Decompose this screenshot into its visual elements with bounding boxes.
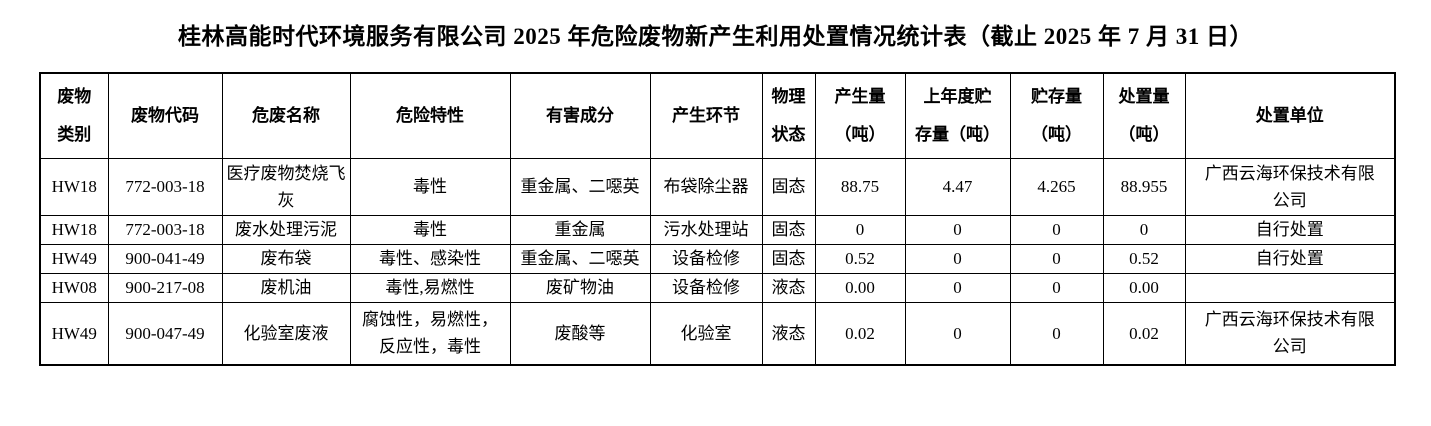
table-cell-storage: 0	[1009, 301, 1104, 366]
table-cell-name: 医疗废物焚烧飞灰	[221, 157, 351, 216]
table-header-row: 废物 类别 废物代码 危废名称 危险特性 有害成分 产生环节	[39, 72, 1396, 159]
table-cell-code: 900-217-08	[107, 272, 223, 303]
table-cell-name: 废布袋	[221, 243, 351, 274]
table-cell-generated: 88.75	[814, 157, 906, 216]
table-cell-state: 液态	[761, 301, 816, 366]
table-cell-prev-storage: 0	[904, 272, 1011, 303]
header-line: （吨）	[834, 124, 886, 144]
table-row: HW08 900-217-08 废机油 毒性,易燃性 废矿物油 设备检修 液态 …	[39, 272, 1396, 303]
table-cell-component: 重金属	[509, 214, 651, 245]
table-cell-name: 化验室废液	[221, 301, 351, 366]
header-line: 有害成分	[546, 105, 614, 125]
table-cell-storage: 0	[1009, 243, 1104, 274]
table-cell-category: HW18	[39, 214, 109, 245]
header-line: 上年度贮	[923, 86, 992, 106]
table-cell-stage: 设备检修	[649, 243, 763, 274]
table-row: HW49 900-041-49 废布袋 毒性、感染性 重金属、二噁英 设备检修 …	[39, 243, 1396, 274]
table-cell-prev-storage: 0	[904, 214, 1011, 245]
table-cell-generated: 0.02	[814, 301, 906, 366]
header-line: 危险特性	[396, 105, 464, 125]
col-header-generated-amount: 产生量 （吨）	[814, 72, 906, 159]
col-header-storage-amount: 贮存量 （吨）	[1009, 72, 1104, 159]
table-cell-disposed: 0.52	[1102, 243, 1186, 274]
table-cell-storage: 0	[1009, 214, 1104, 245]
table-cell-state: 固态	[761, 243, 816, 274]
col-header-generation-stage: 产生环节	[649, 72, 763, 159]
table-cell-disposal-unit: 广西云海环保技术有限公司	[1184, 157, 1396, 216]
table-cell-component: 废酸等	[509, 301, 651, 366]
col-header-harmful-component: 有害成分	[509, 72, 651, 159]
table-cell-hazard: 腐蚀性，易燃性，反应性，毒性	[349, 301, 511, 366]
col-header-waste-code: 废物代码	[107, 72, 223, 159]
table-cell-generated: 0.52	[814, 243, 906, 274]
col-header-previous-year-storage: 上年度贮 存量（吨）	[904, 72, 1011, 159]
header-line: （吨）	[1031, 124, 1082, 144]
table-cell-code: 772-003-18	[107, 157, 223, 216]
page-title: 桂林高能时代环境服务有限公司 2025 年危险废物新产生利用处置情况统计表（截止…	[178, 24, 1253, 49]
table-cell-component: 重金属、二噁英	[509, 243, 651, 274]
table-cell-prev-storage: 4.47	[904, 157, 1011, 216]
table-cell-generated: 0.00	[814, 272, 906, 303]
table-row: HW49 900-047-49 化验室废液 腐蚀性，易燃性，反应性，毒性 废酸等…	[39, 301, 1396, 366]
col-header-disposal-amount: 处置量 （吨）	[1102, 72, 1186, 159]
table-cell-disposal-unit: 自行处置	[1184, 243, 1396, 274]
header-line: 产生量	[834, 86, 886, 106]
header-line: 危废名称	[252, 105, 320, 125]
table-cell-stage: 布袋除尘器	[649, 157, 763, 216]
table-cell-state: 液态	[761, 272, 816, 303]
table-cell-stage: 设备检修	[649, 272, 763, 303]
table-cell-disposal-unit: 广西云海环保技术有限公司	[1184, 301, 1396, 366]
col-header-disposal-unit: 处置单位	[1184, 72, 1396, 159]
table-cell-code: 772-003-18	[107, 214, 223, 245]
table-row: HW18 772-003-18 医疗废物焚烧飞灰 毒性 重金属、二噁英 布袋除尘…	[39, 157, 1396, 216]
table-cell-stage: 化验室	[649, 301, 763, 366]
col-header-hazard-property: 危险特性	[349, 72, 511, 159]
col-header-waste-category: 废物 类别	[39, 72, 109, 159]
col-header-waste-name: 危废名称	[221, 72, 351, 159]
waste-statistics-table: 废物 类别 废物代码 危废名称 危险特性 有害成分 产生环节	[39, 72, 1396, 366]
table-cell-disposed: 0.02	[1102, 301, 1186, 366]
table-cell-name: 废水处理污泥	[221, 214, 351, 245]
table-cell-component: 废矿物油	[509, 272, 651, 303]
table-cell-stage: 污水处理站	[649, 214, 763, 245]
col-header-physical-state: 物理 状态	[761, 72, 816, 159]
table-cell-disposal-unit	[1184, 272, 1396, 303]
header-line: 贮存量	[1031, 86, 1082, 106]
table-row: HW18 772-003-18 废水处理污泥 毒性 重金属 污水处理站 固态 0…	[39, 214, 1396, 245]
table-cell-component: 重金属、二噁英	[509, 157, 651, 216]
table-cell-disposed: 0	[1102, 214, 1186, 245]
header-line: 废物代码	[131, 105, 199, 125]
table-cell-code: 900-047-49	[107, 301, 223, 366]
table-cell-prev-storage: 0	[904, 301, 1011, 366]
table-cell-state: 固态	[761, 157, 816, 216]
table-cell-hazard: 毒性	[349, 214, 511, 245]
table-cell-category: HW08	[39, 272, 109, 303]
table-cell-category: HW18	[39, 157, 109, 216]
table-cell-prev-storage: 0	[904, 243, 1011, 274]
header-line: 类别	[57, 124, 92, 144]
table-cell-storage: 0	[1009, 272, 1104, 303]
table-cell-category: HW49	[39, 301, 109, 366]
table-cell-name: 废机油	[221, 272, 351, 303]
table-cell-generated: 0	[814, 214, 906, 245]
header-line: 处置量	[1118, 86, 1170, 106]
table-cell-state: 固态	[761, 214, 816, 245]
header-line: 处置单位	[1255, 105, 1324, 125]
table-cell-category: HW49	[39, 243, 109, 274]
header-line: 状态	[771, 124, 806, 144]
header-line: 存量（吨）	[915, 124, 1000, 144]
header-line: （吨）	[1118, 124, 1170, 144]
header-line: 废物	[57, 86, 92, 106]
table-cell-disposed: 0.00	[1102, 272, 1186, 303]
header-line: 物理	[771, 86, 806, 106]
table-cell-storage: 4.265	[1009, 157, 1104, 216]
table-cell-disposal-unit: 自行处置	[1184, 214, 1396, 245]
table-cell-hazard: 毒性,易燃性	[349, 272, 511, 303]
header-line: 产生环节	[672, 105, 740, 125]
table-cell-code: 900-041-49	[107, 243, 223, 274]
table-cell-disposed: 88.955	[1102, 157, 1186, 216]
table-cell-hazard: 毒性、感染性	[349, 243, 511, 274]
table-cell-hazard: 毒性	[349, 157, 511, 216]
